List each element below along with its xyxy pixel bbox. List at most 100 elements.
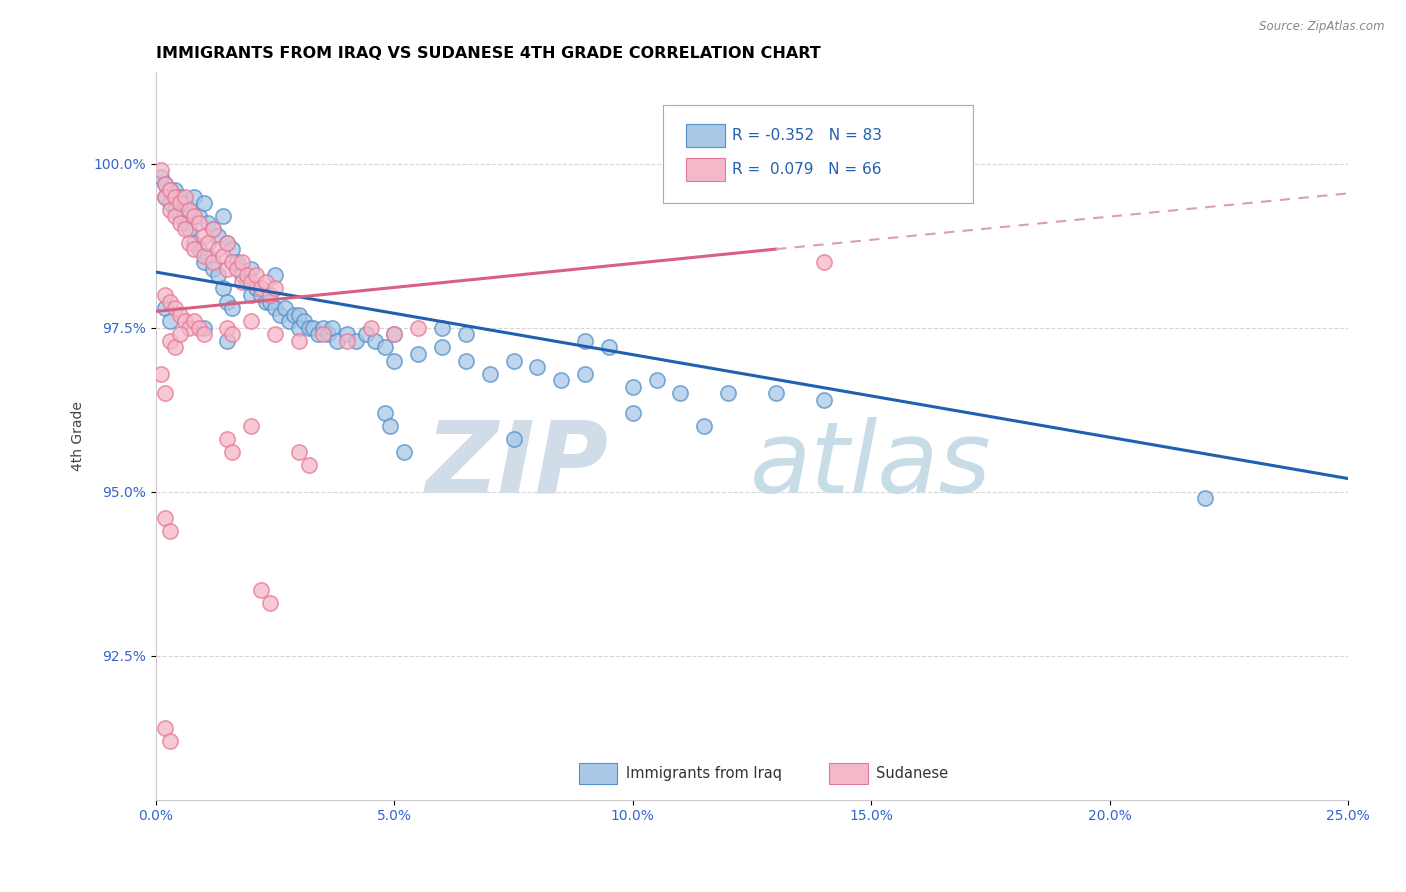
- Point: [155, 511, 177, 525]
- Point: [207, 242, 229, 256]
- FancyBboxPatch shape: [662, 105, 973, 203]
- Point: [217, 235, 239, 250]
- Point: [193, 327, 215, 342]
- Point: [159, 196, 181, 211]
- Point: [163, 189, 186, 203]
- Point: [221, 301, 243, 315]
- Point: [297, 458, 319, 473]
- Text: Source: ZipAtlas.com: Source: ZipAtlas.com: [1260, 20, 1385, 33]
- Point: [813, 255, 835, 269]
- Point: [364, 334, 387, 348]
- Point: [382, 327, 405, 342]
- Point: [392, 445, 415, 459]
- Point: [159, 183, 181, 197]
- Point: [273, 301, 295, 315]
- Point: [621, 380, 644, 394]
- Point: [254, 275, 277, 289]
- Bar: [579, 764, 617, 784]
- Point: [550, 373, 572, 387]
- Point: [187, 242, 209, 256]
- Point: [502, 353, 524, 368]
- Point: [226, 255, 249, 269]
- Point: [765, 386, 787, 401]
- Point: [179, 235, 201, 250]
- Point: [344, 334, 367, 348]
- Point: [221, 327, 243, 342]
- Point: [163, 183, 186, 197]
- Point: [149, 169, 172, 184]
- Point: [430, 341, 453, 355]
- Point: [155, 386, 177, 401]
- Point: [278, 314, 301, 328]
- Text: R =  0.079   N = 66: R = 0.079 N = 66: [731, 162, 882, 178]
- Point: [336, 327, 359, 342]
- Point: [374, 341, 396, 355]
- Point: [202, 222, 225, 236]
- Point: [717, 386, 740, 401]
- Point: [155, 721, 177, 735]
- Point: [163, 210, 186, 224]
- Bar: [686, 158, 724, 181]
- Point: [360, 320, 382, 334]
- Point: [193, 229, 215, 244]
- Text: Immigrants from Iraq: Immigrants from Iraq: [626, 766, 782, 781]
- Point: [378, 419, 401, 434]
- Point: [183, 189, 205, 203]
- Point: [159, 524, 181, 538]
- Point: [382, 327, 405, 342]
- Point: [240, 288, 263, 302]
- Point: [159, 733, 181, 747]
- Point: [155, 177, 177, 191]
- Point: [159, 314, 181, 328]
- Point: [169, 216, 191, 230]
- Point: [259, 294, 281, 309]
- Point: [283, 308, 305, 322]
- Point: [231, 268, 253, 283]
- Point: [202, 255, 225, 269]
- Point: [217, 432, 239, 446]
- Point: [159, 294, 181, 309]
- Point: [187, 320, 209, 334]
- Point: [693, 419, 716, 434]
- Point: [288, 334, 311, 348]
- Point: [326, 334, 349, 348]
- Point: [163, 341, 186, 355]
- Point: [207, 268, 229, 283]
- Point: [193, 320, 215, 334]
- Point: [240, 275, 263, 289]
- Point: [621, 406, 644, 420]
- Point: [211, 281, 233, 295]
- Point: [264, 327, 287, 342]
- Point: [245, 268, 267, 283]
- Point: [187, 216, 209, 230]
- Point: [454, 327, 477, 342]
- Point: [307, 327, 329, 342]
- Point: [259, 596, 281, 610]
- Point: [197, 249, 219, 263]
- Point: [163, 202, 186, 217]
- Point: [269, 308, 291, 322]
- Point: [813, 392, 835, 407]
- Point: [183, 235, 205, 250]
- Point: [221, 242, 243, 256]
- Point: [312, 320, 335, 334]
- Point: [250, 288, 273, 302]
- Point: [155, 177, 177, 191]
- Point: [169, 308, 191, 322]
- Point: [183, 314, 205, 328]
- Bar: [686, 124, 724, 147]
- Point: [179, 222, 201, 236]
- Bar: [830, 764, 868, 784]
- Point: [669, 386, 692, 401]
- Point: [173, 222, 195, 236]
- Point: [169, 196, 191, 211]
- Point: [526, 360, 548, 375]
- Point: [336, 334, 359, 348]
- Point: [207, 229, 229, 244]
- Point: [179, 202, 201, 217]
- Point: [354, 327, 377, 342]
- Point: [297, 320, 319, 334]
- Point: [574, 367, 596, 381]
- Point: [374, 406, 396, 420]
- Point: [231, 275, 253, 289]
